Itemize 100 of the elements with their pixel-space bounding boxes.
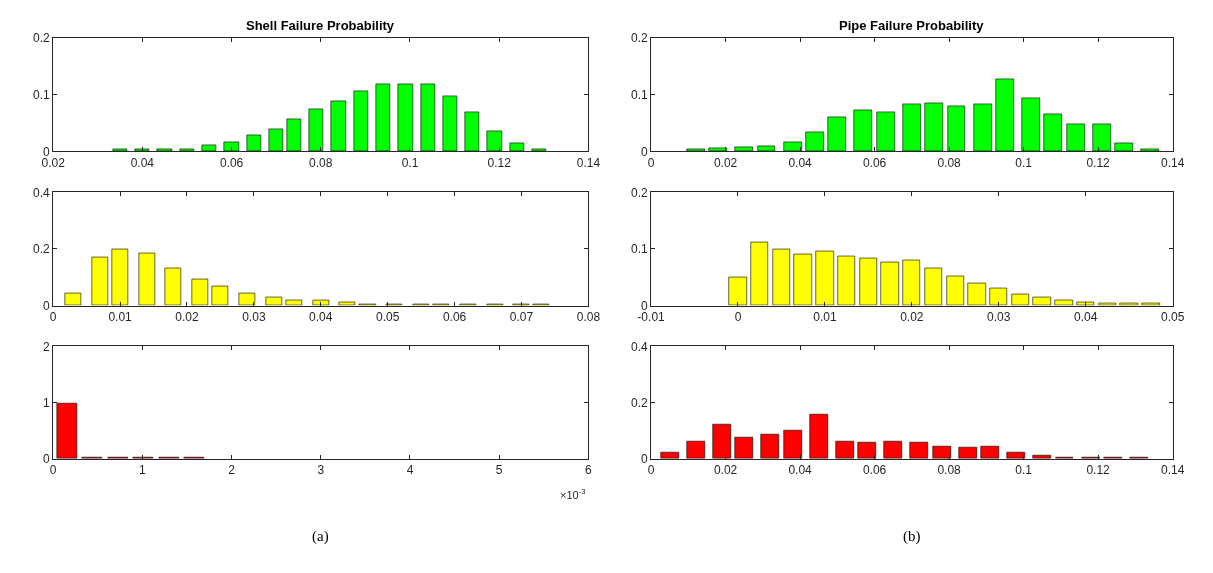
bar xyxy=(883,440,903,459)
bar xyxy=(397,83,414,152)
bar xyxy=(880,261,900,306)
x-tick-label: 3 xyxy=(317,463,325,478)
bar xyxy=(837,255,856,306)
bar xyxy=(902,103,922,152)
bar xyxy=(1092,123,1112,152)
text: (a) xyxy=(312,528,329,545)
bar xyxy=(734,146,754,152)
bar xyxy=(420,83,436,152)
bar xyxy=(1032,296,1052,306)
bar xyxy=(201,144,217,152)
bar xyxy=(835,440,855,459)
y-tick-label: 1 xyxy=(43,395,51,410)
x-tick-label: 2 xyxy=(228,463,236,478)
y-tick-label: 0.1 xyxy=(33,88,51,102)
y-tick-label: 0.2 xyxy=(630,31,648,46)
bar xyxy=(805,131,825,152)
x-tick-label: 0.06 xyxy=(862,155,887,170)
x-tick-label: 0.01 xyxy=(108,309,133,324)
bar xyxy=(809,413,829,459)
bar xyxy=(191,278,209,306)
bar xyxy=(64,292,82,306)
x-tick-label: 0.08 xyxy=(937,155,962,170)
x-tick-label: 0.02 xyxy=(713,463,738,478)
x-tick-label: 0.1 xyxy=(401,155,419,170)
bar xyxy=(1011,293,1030,306)
x-tick-label: 0.04 xyxy=(130,155,155,170)
bar xyxy=(686,148,706,152)
x-tick-label: 0.05 xyxy=(376,309,400,324)
bar xyxy=(783,429,803,459)
x-tick-label: 0.02 xyxy=(713,155,738,170)
bar xyxy=(947,105,966,152)
bar xyxy=(134,148,150,152)
bar xyxy=(924,267,943,306)
bar xyxy=(1076,301,1095,306)
bar xyxy=(91,256,109,306)
x-tick-label: 0.14 xyxy=(1160,155,1185,170)
bar xyxy=(793,253,813,306)
y-tick-label: 0.1 xyxy=(630,88,648,102)
bar xyxy=(1114,142,1134,152)
x-tick-label: 0.12 xyxy=(1086,463,1111,478)
bar xyxy=(932,445,952,459)
bar xyxy=(338,301,356,306)
x-tick-label: 0.12 xyxy=(1086,155,1111,170)
bar xyxy=(728,276,748,306)
bar xyxy=(857,441,877,459)
x-tick-label: 0.02 xyxy=(900,309,924,324)
x-tick-label: 0.12 xyxy=(487,155,512,170)
bar xyxy=(686,440,706,459)
bar xyxy=(238,292,256,306)
bar xyxy=(1054,299,1074,306)
bar xyxy=(111,248,129,306)
x-tick-label: 0.08 xyxy=(309,155,333,170)
bar xyxy=(179,148,195,152)
bar xyxy=(156,148,173,152)
bar xyxy=(924,102,944,152)
x-tick-label: 0.07 xyxy=(509,309,534,324)
x-tick-label: 0.05 xyxy=(1160,309,1185,324)
bar xyxy=(995,78,1015,152)
bar xyxy=(660,451,680,459)
x-tick-label: 5 xyxy=(495,463,503,478)
bar xyxy=(946,275,965,306)
bar xyxy=(285,299,303,306)
text: (b) xyxy=(903,528,921,545)
bar xyxy=(1006,451,1026,459)
bar xyxy=(265,296,283,306)
y-tick-label: 0.1 xyxy=(630,242,648,257)
x-tick-label: 0.06 xyxy=(862,463,887,478)
bar xyxy=(1043,113,1063,152)
x-tick-label: 0.14 xyxy=(576,155,601,170)
bar xyxy=(827,116,847,152)
x-tick-label: 0.04 xyxy=(788,463,813,478)
bar xyxy=(312,299,330,306)
bar xyxy=(760,433,780,459)
bar xyxy=(712,423,732,459)
bar xyxy=(989,287,1008,306)
x-tick-label: 0.02 xyxy=(175,309,199,324)
bar xyxy=(853,109,873,152)
x-tick-label: 6 xyxy=(585,463,593,478)
bar xyxy=(783,141,803,152)
y-tick-label: 0.4 xyxy=(630,339,648,354)
bar xyxy=(1141,302,1161,306)
chart-title: Shell Failure Probability xyxy=(246,18,395,33)
bar xyxy=(876,111,896,152)
x-tick-label: 0.06 xyxy=(442,309,467,324)
x-tick-label: 0.1 xyxy=(1015,463,1033,478)
bar xyxy=(980,445,1000,459)
bar xyxy=(1021,97,1041,152)
bar xyxy=(223,141,240,152)
bar xyxy=(815,250,835,306)
x-tick-label: 0.08 xyxy=(937,463,962,478)
chart-title: Pipe Failure Probability xyxy=(839,18,985,33)
bar xyxy=(1119,302,1139,306)
x-tick-label: 0.01 xyxy=(813,309,837,324)
bar xyxy=(1140,148,1160,152)
bar xyxy=(286,118,302,152)
bar xyxy=(757,145,776,152)
text: ×10$^{-3}$ xyxy=(560,487,586,501)
y-tick-label: 0 xyxy=(43,298,51,313)
